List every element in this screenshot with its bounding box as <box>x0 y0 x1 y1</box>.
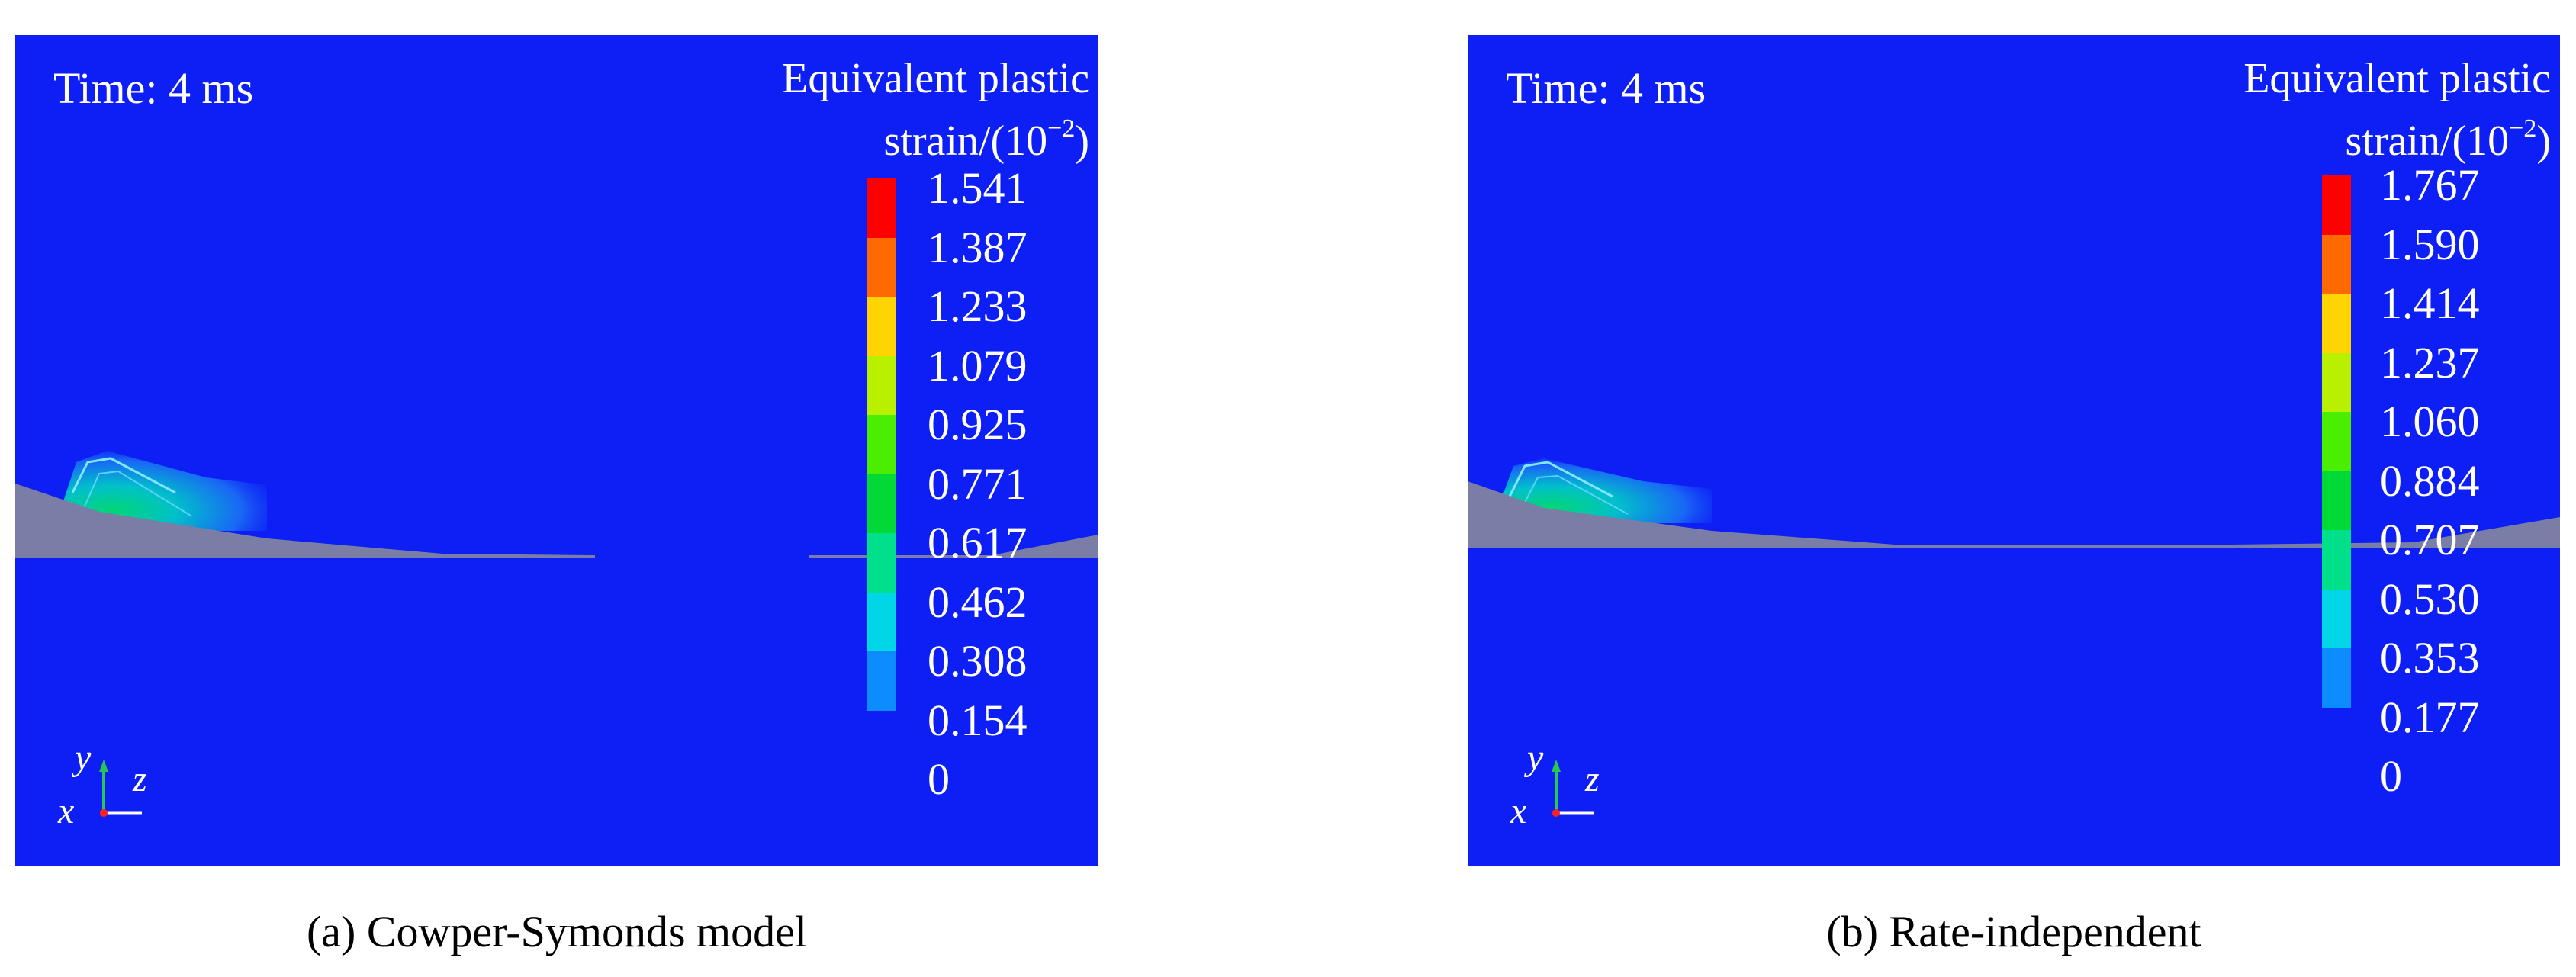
axes-triad: y x z <box>43 740 157 831</box>
legend-title-line2: strain/(10−2) <box>883 114 1089 165</box>
simulation-panel-b: Time: 4 ms Equivalent plastic strain/(10… <box>1468 35 2560 866</box>
legend-title-line1: Equivalent plastic <box>782 55 1089 102</box>
surface-geometry-b <box>1468 481 2560 548</box>
colorbar-segment <box>867 237 896 297</box>
legend-value: 1.767 <box>2380 160 2480 210</box>
colorbar-segment <box>867 355 896 415</box>
colorbar-segment <box>867 710 896 770</box>
legend-value: 1.237 <box>2380 337 2480 387</box>
axis-y-label: y <box>75 738 92 778</box>
axis-z-label: z <box>133 759 147 799</box>
colorbar <box>2322 175 2351 766</box>
axes-icon <box>99 760 142 817</box>
legend-value: 0.925 <box>928 400 1028 449</box>
colorbar-segment <box>2322 412 2351 471</box>
strain-zone-b <box>1498 458 1712 523</box>
colorbar-segment <box>867 474 896 533</box>
legend-value: 1.387 <box>928 222 1028 272</box>
legend-value: 1.233 <box>928 281 1028 331</box>
caption-b: (b) Rate-independent <box>1826 907 2201 956</box>
legend-title-line2: strain/(10−2) <box>2345 114 2551 165</box>
colorbar-segment <box>867 297 896 356</box>
contour-line-b <box>1508 461 1613 498</box>
legend-value: 1.541 <box>928 163 1028 213</box>
legend-value: 0.884 <box>2380 455 2480 506</box>
axes-triad: y x z <box>1495 740 1610 831</box>
colorbar-segment <box>2322 589 2351 648</box>
legend-value: 0.462 <box>928 577 1028 627</box>
legend-value: 1.060 <box>2380 397 2480 446</box>
caption-a: (a) Cowper-Symonds model <box>306 907 808 956</box>
colorbar-segment <box>2322 530 2351 590</box>
colorbar-segment <box>2322 175 2351 235</box>
contour-line-b2 <box>1520 474 1629 515</box>
colorbar-segment <box>867 415 896 474</box>
legend-value: 0 <box>928 754 950 804</box>
strain-zone-a <box>61 451 267 531</box>
surface-geometry-a-right <box>809 535 1098 558</box>
legend-value: 1.590 <box>2380 219 2480 269</box>
colorbar-segment <box>2322 352 2351 412</box>
legend-title: Equivalent plastic strain/(10−2) <box>782 53 1089 166</box>
colorbar-segment <box>2322 707 2351 766</box>
time-label: Time: 4 ms <box>1506 63 1706 113</box>
axis-z-label: z <box>1585 759 1600 799</box>
axis-y-label: y <box>1527 738 1544 778</box>
legend-title: Equivalent plastic strain/(10−2) <box>2243 53 2551 166</box>
simulation-panel-a: Time: 4 ms Equivalent plastic strain/(10… <box>15 35 1098 866</box>
legend-value: 0.530 <box>2380 574 2480 624</box>
legend-value: 0.177 <box>2380 692 2480 742</box>
colorbar-segment <box>867 651 896 711</box>
contour-line-a <box>71 457 176 494</box>
legend-value: 1.414 <box>2380 278 2480 328</box>
colorbar-segment <box>867 178 896 238</box>
legend-title-line1: Equivalent plastic <box>2243 55 2551 102</box>
legend-value: 0.308 <box>928 636 1028 686</box>
colorbar-segment <box>867 592 896 651</box>
strain-contour-plot-b <box>1468 458 2560 548</box>
colorbar <box>867 178 896 770</box>
colorbar-segment <box>2322 234 2351 294</box>
legend-value: 0 <box>2380 751 2402 801</box>
colorbar-segment <box>2322 294 2351 353</box>
legend-value: 0.771 <box>928 458 1028 509</box>
axes-icon <box>1552 760 1594 817</box>
axis-x-label: x <box>58 791 75 831</box>
legend-value: 0.707 <box>2380 515 2480 564</box>
colorbar-segment <box>2322 648 2351 708</box>
legend-value: 1.079 <box>928 340 1028 390</box>
legend-value: 0.617 <box>928 518 1028 567</box>
time-label: Time: 4 ms <box>53 63 254 113</box>
strain-contour-plot-a <box>15 451 1098 558</box>
axis-x-label: x <box>1510 791 1527 831</box>
colorbar-segment <box>2322 471 2351 530</box>
legend-value: 0.353 <box>2380 633 2480 683</box>
colorbar-segment <box>867 533 896 593</box>
surface-geometry-a <box>15 484 595 558</box>
legend-value: 0.154 <box>928 695 1028 745</box>
contour-line-a2 <box>83 470 191 516</box>
